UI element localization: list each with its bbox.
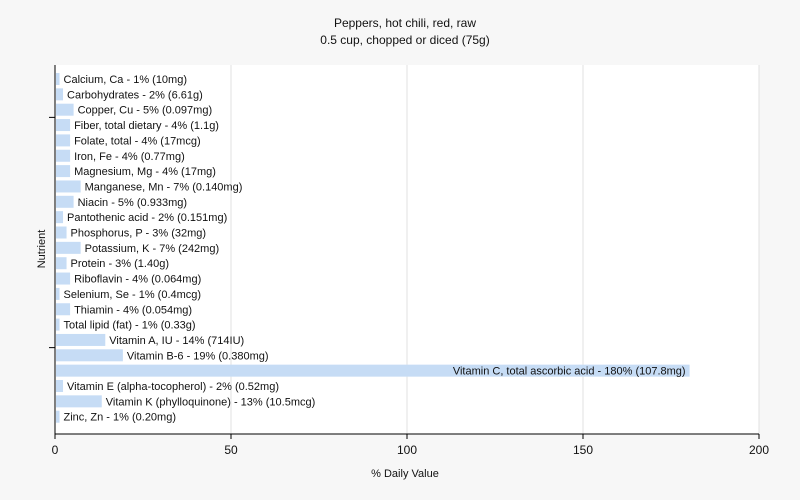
chart-title: Peppers, hot chili, red, raw (334, 16, 476, 30)
bar-label-1: Carbohydrates - 2% (6.61g) (67, 89, 203, 101)
bar-17 (56, 333, 106, 346)
bar-label-10: Phosphorus, P - 3% (32mg) (71, 228, 207, 240)
x-tick-label-4: 200 (749, 443, 769, 457)
bar-label-9: Pantothenic acid - 2% (0.151mg) (67, 212, 227, 224)
bar-7 (56, 180, 81, 193)
bar-label-17: Vitamin A, IU - 14% (714IU) (109, 335, 244, 347)
bar-label-13: Riboflavin - 4% (0.064mg) (74, 274, 201, 286)
bar-0 (56, 73, 60, 85)
bar-label-21: Vitamin K (phylloquinone) - 13% (10.5mcg… (106, 396, 316, 408)
x-tick-label-0: 0 (52, 443, 59, 457)
x-tick-label-2: 100 (397, 443, 417, 457)
bar-19 (56, 364, 690, 377)
bar-label-18: Vitamin B-6 - 19% (0.380mg) (127, 350, 269, 362)
bar-20 (56, 380, 64, 392)
chart-subtitle: 0.5 cup, chopped or diced (75g) (320, 33, 489, 47)
y-axis-label: Nutrient (36, 230, 48, 269)
bar-12 (56, 257, 67, 270)
bar-21 (56, 395, 102, 408)
bar-label-14: Selenium, Se - 1% (0.4mcg) (64, 289, 202, 301)
bar-label-2: Copper, Cu - 5% (0.097mg) (78, 105, 213, 117)
x-axis-label: % Daily Value (371, 468, 439, 480)
bar-5 (56, 149, 71, 162)
bar-label-12: Protein - 3% (1.40g) (71, 258, 169, 270)
bar-label-19: Vitamin C, total ascorbic acid - 180% (1… (453, 366, 686, 378)
bar-13 (56, 272, 71, 285)
bar-label-3: Fiber, total dietary - 4% (1.1g) (74, 120, 219, 132)
bar-8 (56, 195, 74, 208)
bar-label-16: Total lipid (fat) - 1% (0.33g) (64, 320, 196, 332)
bar-label-11: Potassium, K - 7% (242mg) (85, 243, 220, 255)
bar-22 (56, 410, 60, 423)
x-tick-label-1: 50 (224, 443, 238, 457)
axes: 0 50 100 150 200 (49, 65, 769, 457)
bar-label-4: Folate, total - 4% (17mcg) (74, 135, 201, 147)
bar-label-7: Manganese, Mn - 7% (0.140mg) (85, 181, 243, 193)
bar-label-20: Vitamin E (alpha-tocopherol) - 2% (0.52m… (67, 381, 279, 393)
bar-2 (56, 103, 74, 116)
x-tick-label-3: 150 (573, 443, 593, 457)
bar-3 (56, 119, 71, 132)
bar-18 (56, 349, 123, 362)
bar-16 (56, 318, 60, 331)
bar-label-22: Zinc, Zn - 1% (0.20mg) (64, 412, 176, 424)
bar-14 (56, 287, 60, 300)
bar-label-8: Niacin - 5% (0.933mg) (78, 197, 187, 209)
bar-10 (56, 226, 67, 239)
bar-4 (56, 134, 71, 147)
bar-label-15: Thiamin - 4% (0.054mg) (74, 304, 192, 316)
bar-label-6: Magnesium, Mg - 4% (17mg) (74, 166, 216, 178)
bar-9 (56, 211, 64, 224)
bar-6 (56, 165, 71, 178)
bars: Calcium, Ca - 1% (10mg) Carbohydrates - 2… (56, 73, 690, 424)
bar-label-5: Iron, Fe - 4% (0.77mg) (74, 151, 185, 163)
bar-label-0: Calcium, Ca - 1% (10mg) (64, 74, 187, 86)
bar-1 (56, 88, 64, 101)
bar-11 (56, 241, 81, 254)
bar-15 (56, 303, 71, 316)
